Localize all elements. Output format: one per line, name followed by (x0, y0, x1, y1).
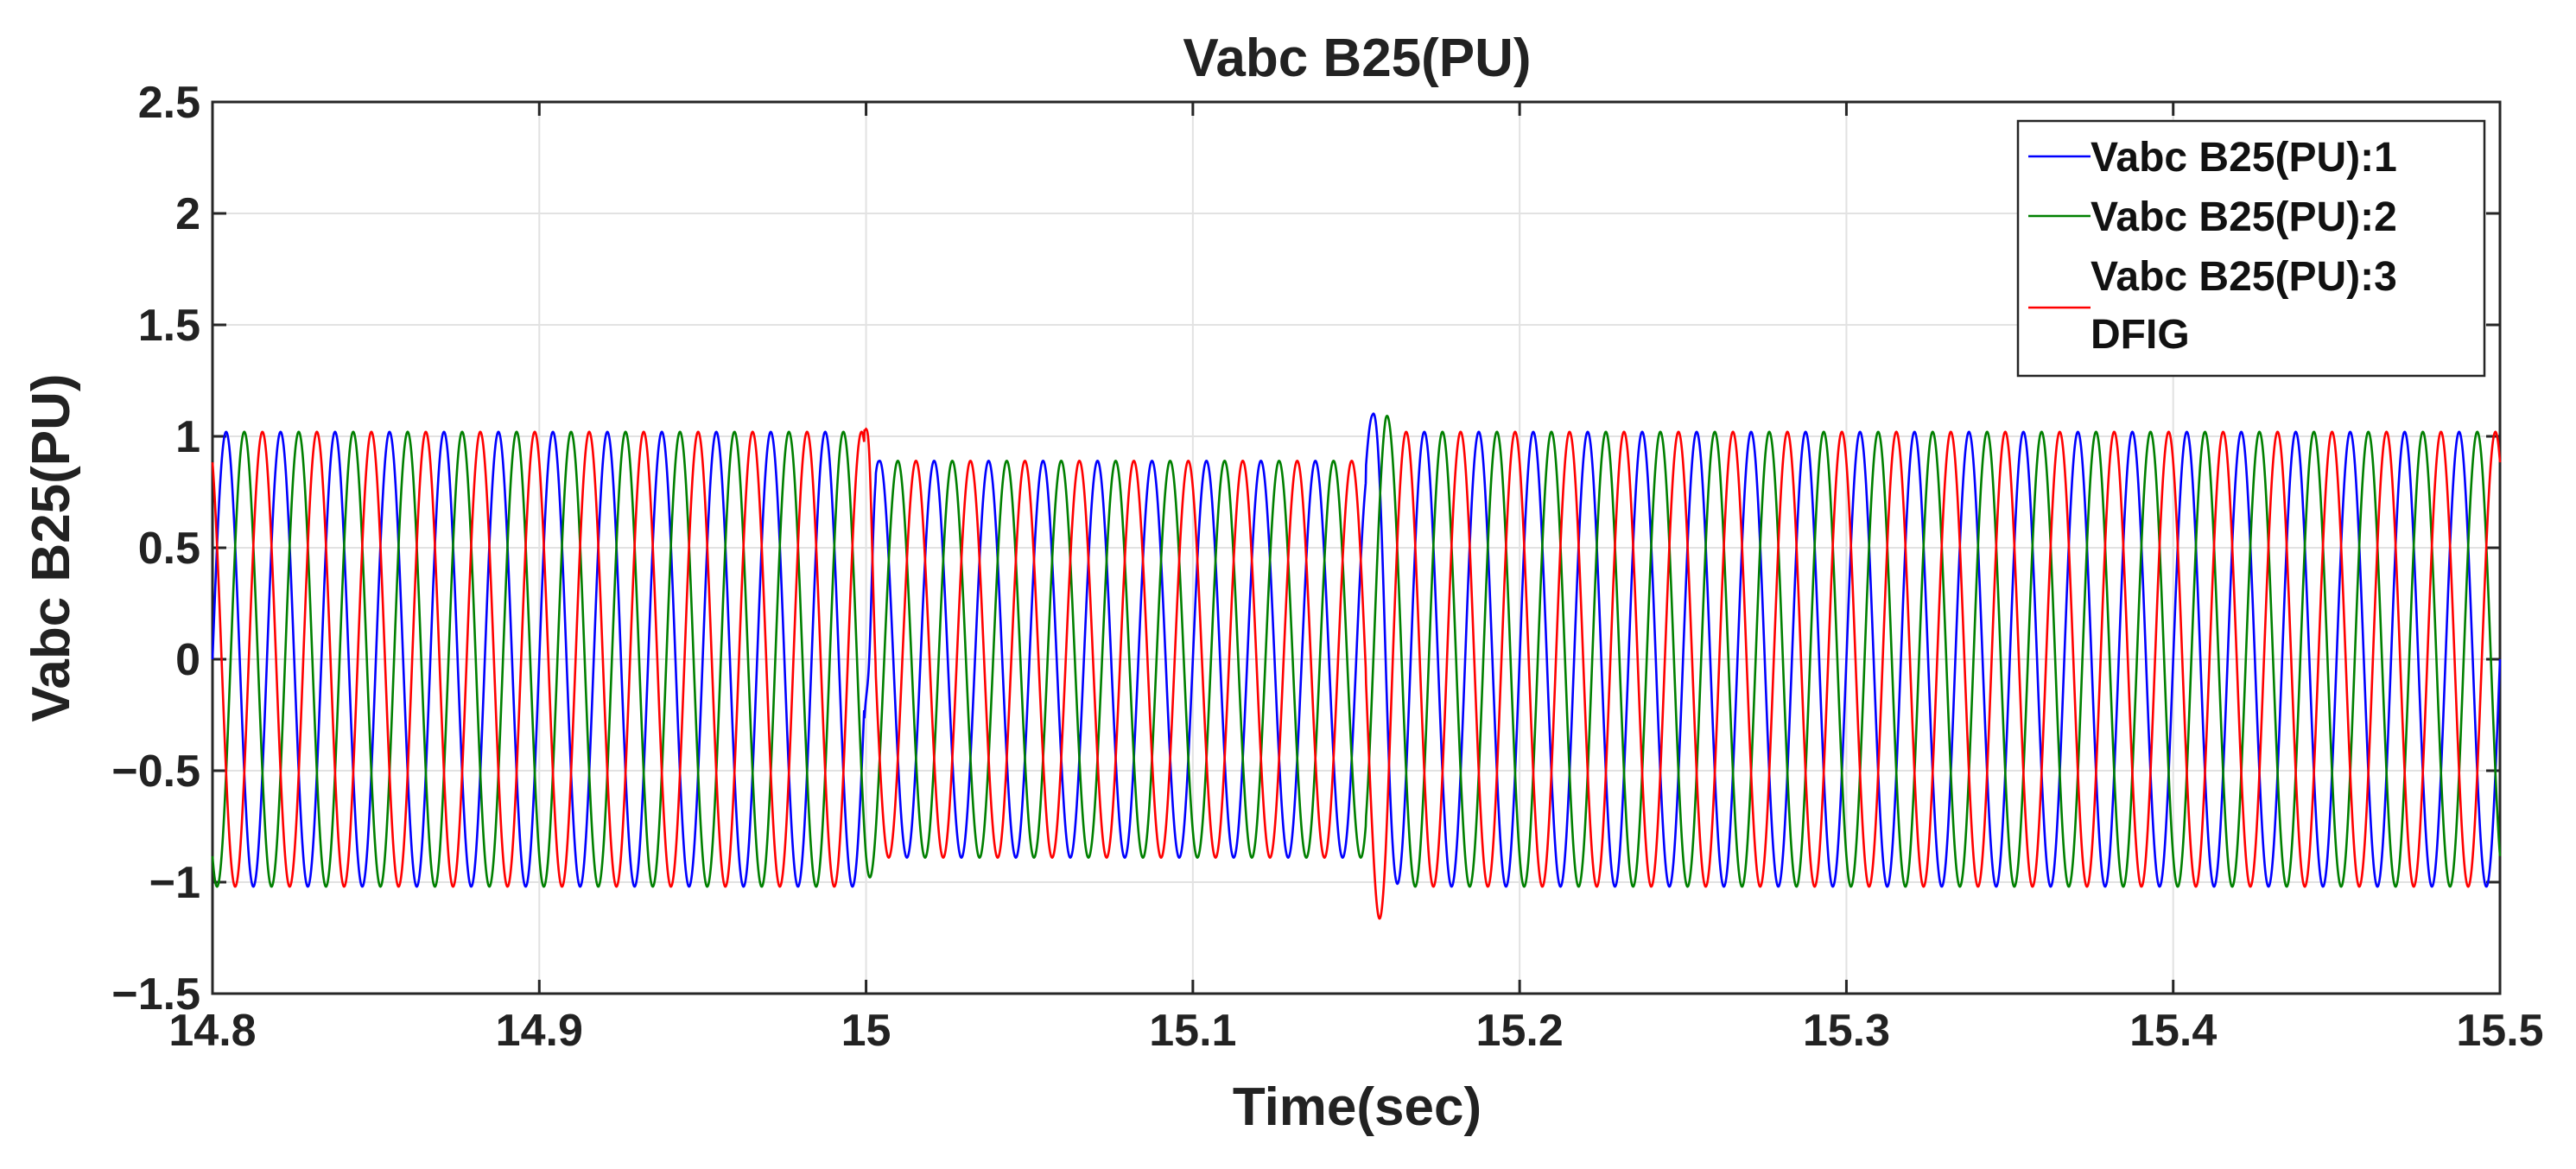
y-tick-label: −0.5 (111, 747, 200, 797)
y-tick-label: 1.5 (138, 301, 200, 351)
x-axis-label: Time(sec) (1233, 1077, 1482, 1137)
x-tick-label: 15.4 (2129, 1006, 2217, 1056)
y-tick-label: −1.5 (111, 969, 200, 1020)
y-axis-label: Vabc B25(PU) (22, 373, 81, 721)
x-tick-label: 14.8 (168, 1006, 256, 1056)
x-tick-label: 15.1 (1149, 1006, 1236, 1056)
series-line-1 (211, 412, 2502, 888)
legend-entry-3: Vabc B25(PU):3 (2091, 254, 2397, 300)
legend-entry-1: Vabc B25(PU):1 (2091, 135, 2397, 181)
y-tick-label: 0.5 (138, 524, 200, 574)
axis-ticks (211, 100, 2502, 995)
legend-box (2016, 119, 2486, 378)
x-tick-label: 14.9 (496, 1006, 583, 1056)
chart-title: Vabc B25(PU) (1183, 29, 1531, 88)
legend-entry-dfig: DFIG (2091, 312, 2190, 358)
series-layer (211, 412, 2502, 920)
x-tick-label: 15.3 (1803, 1006, 1890, 1056)
y-tick-label: −1 (149, 858, 200, 908)
y-tick-label: 2.5 (138, 78, 200, 128)
axis-tick-labels: 14.8 14.9 15 15.1 15.2 15.3 15.4 15.5 −1.5 −1 −0.5… (111, 78, 2543, 1056)
series-line-3 (211, 427, 2502, 920)
x-tick-label: 15.2 (1476, 1006, 1564, 1056)
legend-entry-2: Vabc B25(PU):2 (2091, 194, 2397, 240)
x-tick-label: 15 (841, 1006, 891, 1056)
x-tick-label: 15.5 (2456, 1006, 2543, 1056)
series-line-2 (211, 414, 2502, 888)
legend: Vabc B25(PU):1 Vabc B25(PU):2 Vabc B25(P… (2016, 119, 2486, 378)
y-tick-label: 2 (175, 189, 200, 239)
y-tick-label: 1 (175, 412, 200, 462)
y-tick-label: 0 (175, 635, 200, 685)
